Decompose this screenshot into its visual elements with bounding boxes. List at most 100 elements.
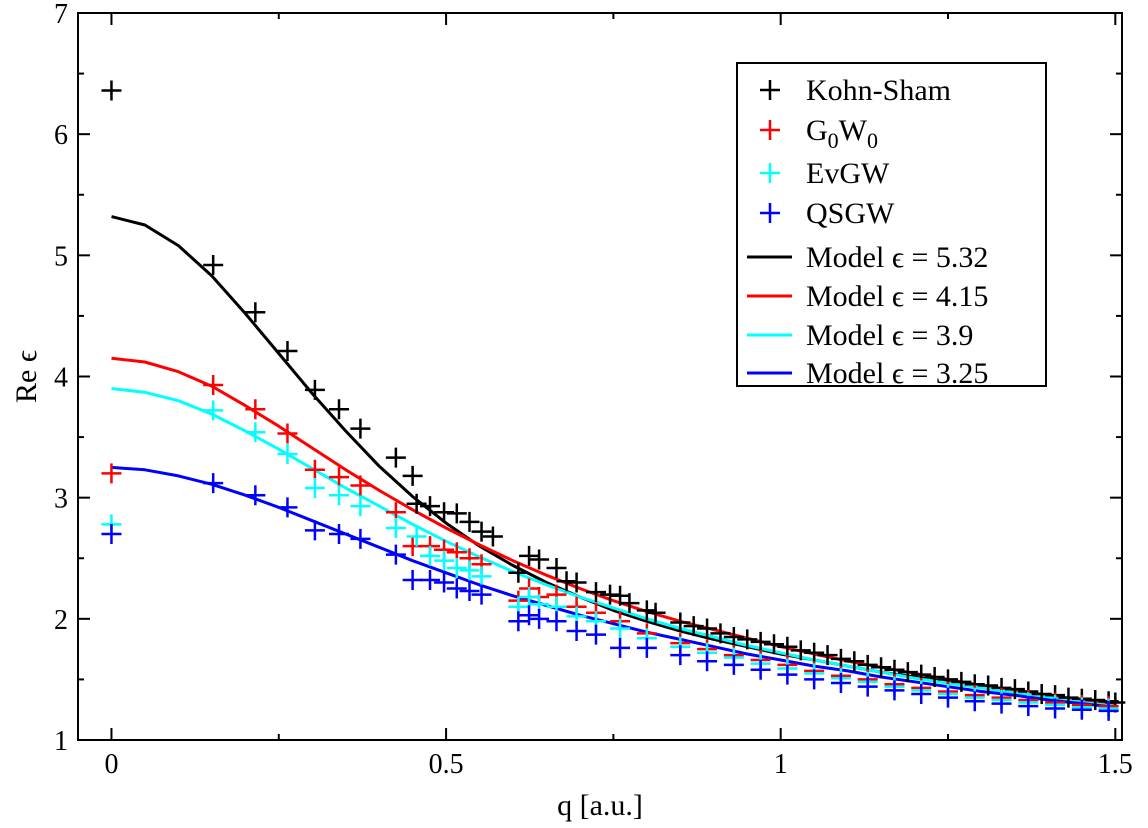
y-axis-title: Re ϵ — [10, 350, 43, 403]
series-points-3 — [101, 473, 1119, 721]
data-point — [938, 687, 958, 708]
data-point — [585, 624, 606, 645]
data-point — [546, 557, 567, 578]
data-point — [750, 659, 771, 680]
data-point — [420, 496, 441, 517]
data-point — [245, 302, 266, 323]
data-point — [964, 691, 985, 712]
y-tick-label: 6 — [54, 120, 68, 151]
data-point — [951, 671, 972, 692]
data-point — [482, 526, 503, 547]
data-point — [471, 584, 492, 605]
data-point — [519, 545, 540, 566]
data-point — [830, 673, 851, 694]
data-point — [670, 645, 691, 666]
data-point — [710, 623, 731, 644]
x-tick-label: 1 — [774, 749, 788, 780]
data-point — [830, 648, 851, 669]
data-point — [884, 680, 905, 701]
data-point — [329, 524, 349, 545]
data-point — [420, 545, 441, 566]
data-point — [804, 669, 825, 690]
data-point — [1045, 698, 1066, 719]
data-point — [434, 572, 455, 593]
data-point — [619, 593, 640, 614]
data-point — [203, 255, 224, 276]
data-point — [304, 477, 325, 498]
data-point — [566, 572, 587, 593]
data-point — [610, 618, 631, 639]
data-point — [446, 578, 467, 599]
data-point — [245, 485, 266, 506]
y-tick-label: 7 — [54, 0, 68, 30]
data-point — [471, 521, 492, 542]
y-tick-label: 1 — [54, 726, 68, 757]
data-point — [434, 550, 455, 571]
data-point — [304, 520, 325, 541]
data-point — [385, 517, 406, 538]
data-point — [203, 473, 224, 494]
data-point — [277, 423, 298, 444]
data-point — [924, 666, 945, 687]
data-point — [350, 496, 371, 517]
data-point — [508, 562, 529, 583]
data-point — [508, 611, 529, 632]
data-point — [844, 651, 865, 672]
data-point — [406, 493, 427, 514]
x-tick-label: 0 — [104, 749, 118, 780]
data-point — [697, 651, 718, 672]
data-point — [329, 485, 349, 506]
data-point — [750, 631, 771, 652]
data-point — [101, 524, 122, 545]
data-point — [566, 620, 587, 641]
legend-label: Model ϵ = 3.25 — [806, 357, 988, 390]
data-point — [636, 637, 657, 658]
data-point — [529, 549, 550, 570]
x-tick-label: 0.5 — [429, 749, 464, 780]
data-point — [245, 422, 266, 443]
data-point — [546, 611, 567, 632]
data-point — [385, 447, 406, 468]
data-point — [402, 570, 423, 591]
data-point — [857, 676, 878, 697]
data-point — [420, 570, 441, 591]
x-tick-label: 1.5 — [1098, 749, 1133, 780]
data-point — [978, 675, 999, 696]
data-point — [529, 608, 550, 629]
data-point — [459, 511, 480, 532]
data-point — [991, 693, 1012, 714]
legend-label: QSGW — [806, 197, 895, 230]
legend-label: G0W0 — [806, 114, 878, 153]
legend: Kohn-Sham G0W0 EvGW QSGW Model ϵ = 5.32 Model… — [736, 62, 1047, 390]
data-point — [610, 637, 631, 658]
data-point — [723, 627, 744, 648]
data-point — [304, 459, 325, 480]
data-point — [519, 587, 540, 608]
data-point — [245, 399, 266, 420]
y-tick-label: 3 — [54, 484, 68, 515]
data-point — [804, 642, 825, 663]
data-point — [402, 536, 423, 557]
data-point — [329, 467, 349, 488]
data-point — [897, 662, 918, 683]
data-point — [459, 560, 480, 581]
data-point — [277, 497, 298, 518]
y-tick-label: 2 — [54, 605, 68, 636]
data-point — [1004, 679, 1025, 700]
data-point — [519, 605, 540, 626]
legend-label: Model ϵ = 3.9 — [806, 319, 973, 352]
data-point — [1098, 700, 1119, 721]
legend-label: Kohn-Sham — [806, 74, 951, 107]
legend-marker — [760, 80, 780, 100]
data-point — [277, 341, 298, 362]
data-point — [737, 629, 758, 650]
data-point — [203, 374, 224, 395]
data-point — [670, 612, 691, 633]
legend-box — [736, 62, 1047, 387]
legend-marker — [760, 203, 780, 223]
data-point — [683, 616, 704, 637]
data-point — [585, 582, 606, 603]
data-point — [697, 618, 718, 639]
data-point — [871, 657, 892, 678]
